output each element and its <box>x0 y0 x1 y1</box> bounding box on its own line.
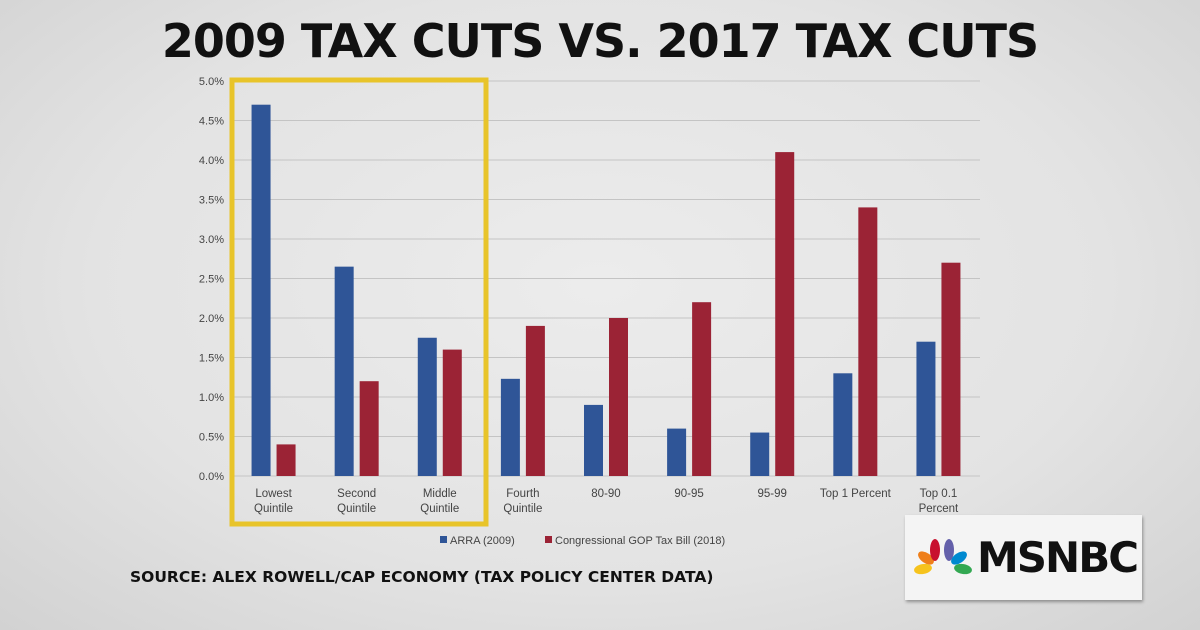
legend-label: Congressional GOP Tax Bill (2018) <box>555 535 725 547</box>
y-tick-label: 0.0% <box>199 471 224 483</box>
y-tick-label: 3.0% <box>199 234 224 246</box>
x-tick-label: 80-90 <box>591 488 620 500</box>
page-title: 2009 TAX CUTS VS. 2017 TAX CUTS <box>161 14 1039 68</box>
logo-text: MSNBC <box>977 533 1139 582</box>
bar-arra <box>750 432 770 476</box>
bar-arra <box>667 428 687 476</box>
bar-arra <box>334 266 354 476</box>
x-tick-label: Top 0.1 <box>920 488 958 500</box>
y-tick-label: 4.0% <box>199 155 224 167</box>
y-tick-label: 5.0% <box>199 76 224 88</box>
x-tick-label: Quintile <box>420 503 459 515</box>
bar-gop <box>359 381 379 476</box>
bar-gop <box>525 325 545 476</box>
y-tick-label: 3.5% <box>199 195 224 207</box>
bar-arra <box>916 341 936 476</box>
bar-gop <box>858 207 878 476</box>
bar-gop <box>276 444 296 476</box>
bar-gop <box>941 262 961 476</box>
x-tick-label: 95-99 <box>758 488 787 500</box>
bar-gop <box>609 318 628 476</box>
y-tick-label: 1.0% <box>199 392 224 404</box>
bar-arra <box>833 373 853 476</box>
y-tick-label: 0.5% <box>199 432 224 444</box>
y-tick-label: 4.5% <box>199 116 224 128</box>
x-tick-label: Lowest <box>255 488 292 500</box>
bar-arra <box>500 378 520 476</box>
x-tick-label: Percent <box>919 503 959 515</box>
x-tick-label: Quintile <box>254 503 293 515</box>
y-tick-label: 1.5% <box>199 353 224 365</box>
y-tick-label: 2.0% <box>199 313 224 325</box>
source-caption: SOURCE: ALEX ROWELL/CAP ECONOMY (TAX POL… <box>130 568 714 586</box>
bar-gop <box>775 152 795 476</box>
bar-arra <box>417 337 437 476</box>
legend-swatch <box>545 536 552 543</box>
legend-swatch <box>440 536 447 543</box>
bar-arra <box>584 404 603 476</box>
x-tick-label: Fourth <box>506 488 539 500</box>
msnbc-logo: MSNBC <box>905 515 1142 600</box>
bar-gop <box>692 302 712 476</box>
x-tick-label: Top 1 Percent <box>820 488 892 500</box>
x-tick-label: Quintile <box>503 503 542 515</box>
bar-arra <box>251 104 271 476</box>
nbc-peacock-icon <box>914 538 972 574</box>
x-tick-label: Second <box>337 488 376 500</box>
y-tick-label: 2.5% <box>199 274 224 286</box>
legend-label: ARRA (2009) <box>450 535 515 547</box>
x-tick-label: 90-95 <box>674 488 703 500</box>
x-tick-label: Quintile <box>337 503 376 515</box>
x-tick-label: Middle <box>423 488 457 500</box>
highlight-box <box>229 77 489 527</box>
bar-gop <box>442 349 462 476</box>
